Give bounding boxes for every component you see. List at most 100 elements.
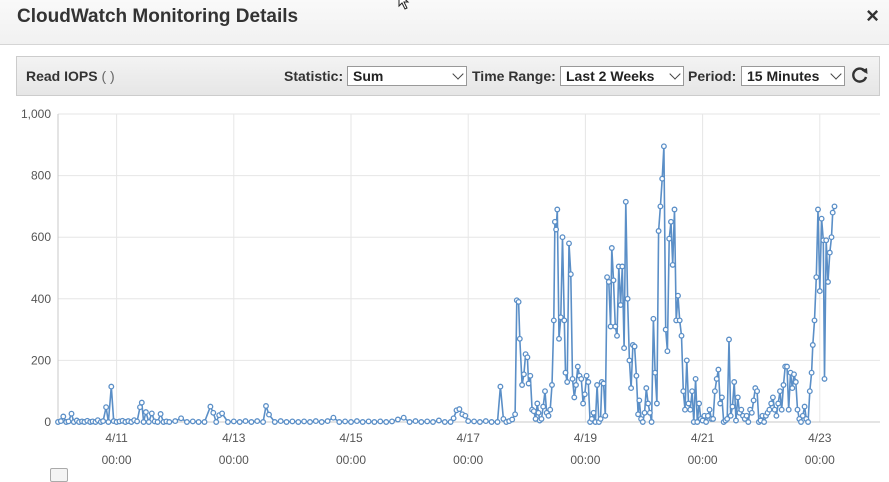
data-point [622, 198, 629, 205]
data-point [542, 388, 548, 395]
data-point [823, 237, 830, 244]
data-point [653, 400, 660, 407]
data-point [633, 372, 640, 379]
data-point [561, 317, 568, 324]
data-point [260, 419, 267, 425]
y-tick-label: 0 [44, 415, 51, 429]
data-point [359, 419, 366, 425]
data-point [105, 419, 112, 425]
data-point [811, 317, 818, 324]
data-point [553, 226, 560, 233]
data-point [134, 418, 141, 425]
data-point [562, 369, 569, 376]
data-point [524, 354, 531, 361]
data-point [210, 409, 217, 416]
x-tick-date: 4/23 [808, 431, 832, 445]
data-point [547, 406, 554, 413]
data-point [602, 412, 609, 419]
close-icon[interactable]: × [866, 3, 879, 28]
data-point [805, 419, 812, 425]
data-point [447, 419, 454, 425]
data-point [157, 411, 164, 417]
data-point [516, 335, 523, 342]
data-point [687, 406, 694, 413]
metric-name: Read IOPS [26, 68, 98, 84]
data-point [778, 406, 785, 413]
time-range-value: Last 2 Weeks [566, 68, 655, 84]
data-point [641, 409, 648, 416]
data-point [519, 382, 526, 388]
time-range-label: Time Range: [472, 68, 556, 84]
time-range-select[interactable]: Last 2 Weeks [560, 66, 684, 86]
data-point [68, 410, 75, 417]
data-point [594, 382, 601, 388]
data-point [520, 371, 527, 378]
data-point [775, 400, 782, 407]
data-point [277, 418, 284, 425]
data-point [581, 391, 588, 398]
data-point [476, 419, 483, 425]
data-point [140, 419, 147, 425]
data-point [729, 403, 736, 410]
data-point [703, 419, 710, 425]
data-point [569, 375, 576, 382]
metric-title: Read IOPS ( ) [26, 68, 115, 84]
data-point [761, 419, 768, 425]
data-point [711, 388, 718, 395]
data-point [154, 419, 161, 425]
data-point [389, 418, 395, 425]
data-point [791, 371, 797, 378]
data-point [676, 317, 683, 324]
data-point [230, 418, 237, 425]
period-select[interactable]: 15 Minutes [741, 66, 845, 86]
data-point [57, 418, 64, 425]
data-point [808, 369, 815, 376]
data-point [789, 385, 796, 392]
data-point [600, 380, 607, 387]
data-point [580, 400, 587, 407]
data-point [441, 419, 448, 425]
data-point [631, 343, 638, 350]
y-tick-label: 1,000 [21, 107, 51, 121]
data-point [738, 406, 745, 413]
data-point [527, 372, 534, 379]
refresh-icon[interactable] [850, 65, 870, 85]
data-point [166, 419, 173, 425]
data-point [435, 417, 442, 424]
data-point [400, 414, 407, 421]
data-point [669, 261, 676, 268]
data-point [636, 397, 643, 404]
mouse-cursor-icon [398, 0, 410, 10]
checkbox[interactable] [50, 468, 68, 482]
data-point [727, 412, 734, 419]
statistic-value: Sum [353, 68, 384, 84]
data-point [692, 375, 699, 382]
data-point [750, 397, 757, 404]
data-point [567, 271, 574, 278]
data-point [263, 403, 269, 409]
x-axis-ticks: 4/11 00:00 4/13 00:00 4/15 00:00 4/17 00:00 4/19… [102, 431, 836, 467]
x-tick-time: 00:00 [219, 453, 249, 467]
data-point [731, 379, 738, 385]
data-point [224, 419, 231, 425]
data-point [430, 419, 436, 425]
data-point [624, 295, 631, 302]
data-point [628, 385, 635, 392]
data-point [424, 418, 431, 425]
statistic-select[interactable]: Sum [347, 66, 467, 86]
data-point [365, 418, 372, 425]
data-point [556, 335, 562, 342]
x-tick-time: 00:00 [453, 453, 483, 467]
data-point [534, 400, 541, 407]
data-point [289, 418, 296, 425]
chart-grid [57, 113, 880, 423]
data-point [815, 206, 821, 213]
chart-toolbar: Read IOPS ( ) Statistic: Sum Time Range:… [16, 56, 880, 96]
data-point [831, 203, 838, 210]
data-point [515, 298, 522, 305]
data-point [689, 388, 696, 395]
data-point [826, 249, 833, 256]
data-point [137, 404, 143, 411]
data-point [604, 274, 611, 281]
data-point [383, 419, 390, 425]
